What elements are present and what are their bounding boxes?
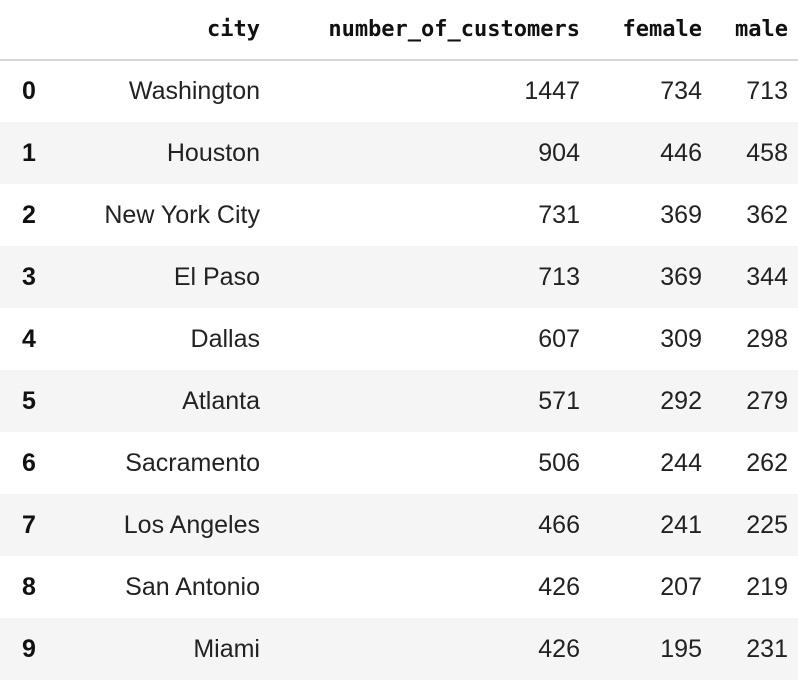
row-index: 9 bbox=[22, 634, 36, 663]
cell-female: 241 bbox=[660, 510, 702, 539]
cell-male: 262 bbox=[746, 448, 788, 477]
table-row: 9 Miami 426 195 231 bbox=[0, 618, 798, 680]
cell-male: 344 bbox=[746, 262, 788, 291]
cell-number-of-customers: 426 bbox=[538, 572, 580, 601]
cell-female: 369 bbox=[660, 262, 702, 291]
cell-male: 298 bbox=[746, 324, 788, 353]
row-index: 8 bbox=[22, 572, 36, 601]
cell-city: New York City bbox=[104, 200, 260, 229]
cell-city: Atlanta bbox=[182, 386, 260, 415]
cell-number-of-customers: 904 bbox=[538, 138, 580, 167]
cell-number-of-customers: 506 bbox=[538, 448, 580, 477]
cell-male: 458 bbox=[746, 138, 788, 167]
cell-city: Washington bbox=[128, 77, 260, 105]
cell-number-of-customers: 713 bbox=[538, 262, 580, 291]
cell-male: 225 bbox=[746, 510, 788, 539]
row-index: 1 bbox=[22, 138, 36, 167]
cell-female: 292 bbox=[660, 386, 702, 415]
cell-number-of-customers: 1447 bbox=[524, 77, 580, 105]
cell-male: 219 bbox=[746, 572, 788, 601]
table-row: 8 San Antonio 426 207 219 bbox=[0, 556, 798, 618]
cell-number-of-customers: 426 bbox=[538, 634, 580, 663]
row-index: 7 bbox=[22, 510, 36, 539]
header-city: city bbox=[62, 0, 270, 61]
table-row: 5 Atlanta 571 292 279 bbox=[0, 370, 798, 432]
header-row: city number_of_customers female male bbox=[0, 0, 798, 61]
cell-male: 279 bbox=[746, 386, 788, 415]
cell-number-of-customers: 466 bbox=[538, 510, 580, 539]
cell-female: 446 bbox=[660, 138, 702, 167]
cell-city: El Paso bbox=[173, 262, 260, 291]
header-index bbox=[0, 0, 62, 61]
cell-female: 195 bbox=[660, 634, 702, 663]
cell-city: Los Angeles bbox=[123, 510, 260, 539]
table-row: 1 Houston 904 446 458 bbox=[0, 122, 798, 184]
header-male: male bbox=[712, 0, 798, 61]
table-header: city number_of_customers female male bbox=[0, 0, 798, 61]
cell-number-of-customers: 607 bbox=[538, 324, 580, 353]
cell-female: 309 bbox=[660, 324, 702, 353]
row-index: 3 bbox=[22, 262, 36, 291]
table-row: 2 New York City 731 369 362 bbox=[0, 184, 798, 246]
cell-number-of-customers: 571 bbox=[538, 386, 580, 415]
cell-female: 734 bbox=[660, 77, 702, 105]
cell-city: Houston bbox=[166, 138, 260, 167]
cell-male: 713 bbox=[746, 77, 788, 105]
table-row: 3 El Paso 713 369 344 bbox=[0, 246, 798, 308]
row-index: 6 bbox=[22, 448, 36, 477]
cell-city: San Antonio bbox=[125, 572, 260, 601]
row-index: 2 bbox=[22, 200, 36, 229]
cell-female: 244 bbox=[660, 448, 702, 477]
row-index: 5 bbox=[22, 386, 36, 415]
cell-male: 362 bbox=[746, 200, 788, 229]
cell-number-of-customers: 731 bbox=[538, 200, 580, 229]
table-row: 7 Los Angeles 466 241 225 bbox=[0, 494, 798, 556]
table-row: 0 Washington 1447 734 713 bbox=[0, 60, 798, 122]
cell-city: Sacramento bbox=[125, 448, 260, 477]
row-index: 4 bbox=[22, 324, 36, 353]
cell-city: Miami bbox=[193, 634, 260, 663]
header-number-of-customers: number_of_customers bbox=[270, 0, 590, 61]
table-body: 0 Washington 1447 734 713 1 Houston 904 … bbox=[0, 60, 798, 680]
table-row: 4 Dallas 607 309 298 bbox=[0, 308, 798, 370]
cell-city: Dallas bbox=[190, 324, 260, 353]
row-index: 0 bbox=[22, 77, 36, 105]
header-female: female bbox=[590, 0, 712, 61]
table-row: 6 Sacramento 506 244 262 bbox=[0, 432, 798, 494]
cell-female: 369 bbox=[660, 200, 702, 229]
cell-male: 231 bbox=[746, 634, 788, 663]
cell-female: 207 bbox=[660, 572, 702, 601]
